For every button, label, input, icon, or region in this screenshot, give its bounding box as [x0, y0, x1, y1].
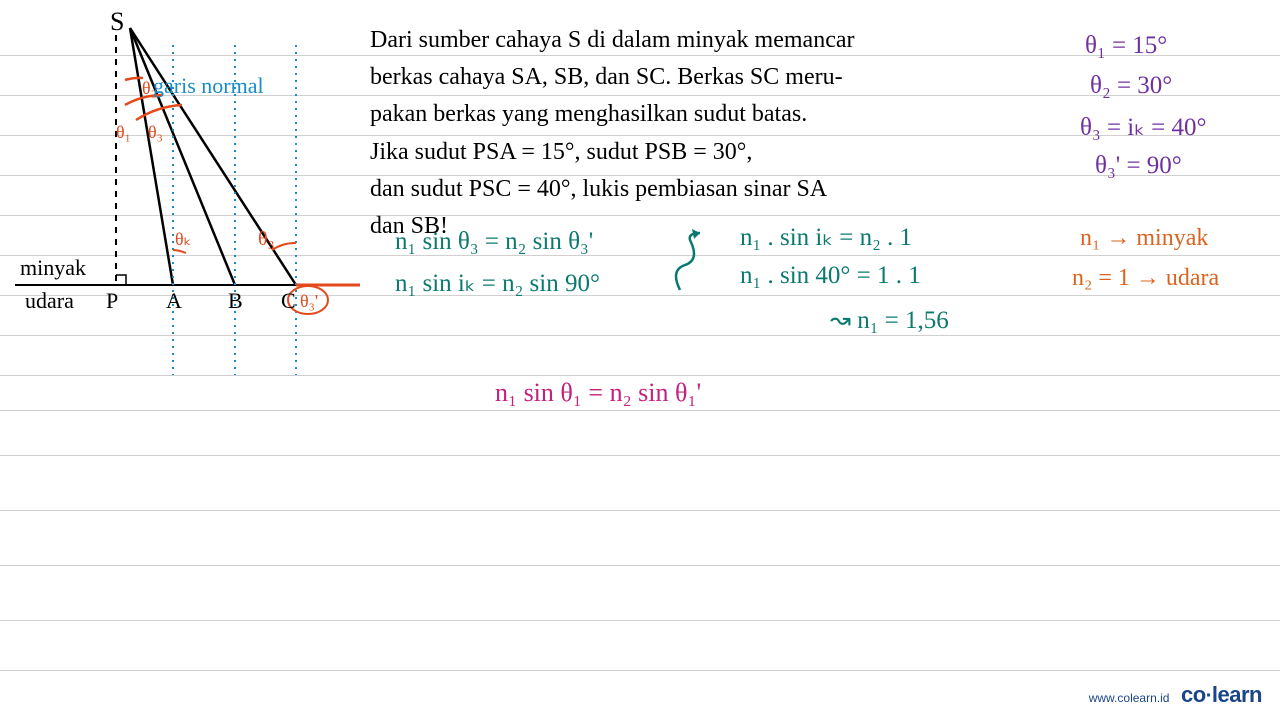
- footer-url: www.colearn.id: [1089, 691, 1170, 705]
- note-theta1: θ₁ = 15°: [1085, 32, 1167, 60]
- note-theta3p: θ₃' = 90°: [1095, 152, 1182, 180]
- eq-n1sin40: n₁ . sin 40° = 1 . 1: [740, 262, 921, 290]
- note-theta2: θ₂ = 30°: [1090, 72, 1172, 100]
- note-theta3: θ₃ = iₖ = 40°: [1080, 112, 1206, 142]
- refraction-diagram: S P A B C minyak udara θ₂ θ₁ θ₃ θₖ θ₃ θ₃…: [10, 10, 360, 390]
- thetak-label: θₖ: [175, 229, 191, 249]
- theta3-label: θ₃: [258, 228, 275, 250]
- point-S-label: S: [110, 10, 124, 36]
- brand-co: co: [1181, 682, 1206, 707]
- garis-normal-label: garis normal: [153, 73, 264, 98]
- brand-learn: learn: [1212, 682, 1262, 707]
- theta1-label: θ₁: [116, 122, 131, 142]
- udara-label: udara: [25, 288, 74, 313]
- problem-line: Jika sudut PSA = 15°, sudut PSB = 30°,: [370, 134, 1050, 171]
- footer-brand: www.colearn.id co·learn: [1089, 682, 1262, 708]
- eq-n1-result: ↝ n₁ = 1,56: [830, 305, 949, 335]
- eq-snell-theta1: n₁ sin θ₁ = n₂ sin θ₁': [495, 378, 701, 408]
- problem-line: dan SB!: [370, 208, 1050, 245]
- note-n2: n₂ = 1 → udara: [1072, 265, 1219, 292]
- theta3-top-label: θ₃: [148, 122, 163, 142]
- minyak-label: minyak: [20, 255, 86, 280]
- point-C-label: C: [281, 288, 296, 313]
- note-n1: n₁ → minyak: [1080, 225, 1208, 252]
- problem-line: Dari sumber cahaya S di dalam minyak mem…: [370, 22, 1050, 59]
- point-B-label: B: [228, 288, 243, 313]
- eq-snell-ik: n₁ sin iₖ = n₂ sin 90°: [395, 268, 600, 298]
- problem-line: pakan berkas yang menghasilkan sudut bat…: [370, 96, 1050, 133]
- problem-line: berkas cahaya SA, SB, dan SC. Berkas SC …: [370, 59, 1050, 96]
- point-P-label: P: [106, 288, 118, 313]
- problem-line: dan sudut PSC = 40°, lukis pembiasan sin…: [370, 171, 1050, 208]
- theta3p-label: θ₃': [300, 291, 318, 311]
- point-A-label: A: [166, 288, 182, 313]
- problem-statement: Dari sumber cahaya S di dalam minyak mem…: [370, 22, 1050, 245]
